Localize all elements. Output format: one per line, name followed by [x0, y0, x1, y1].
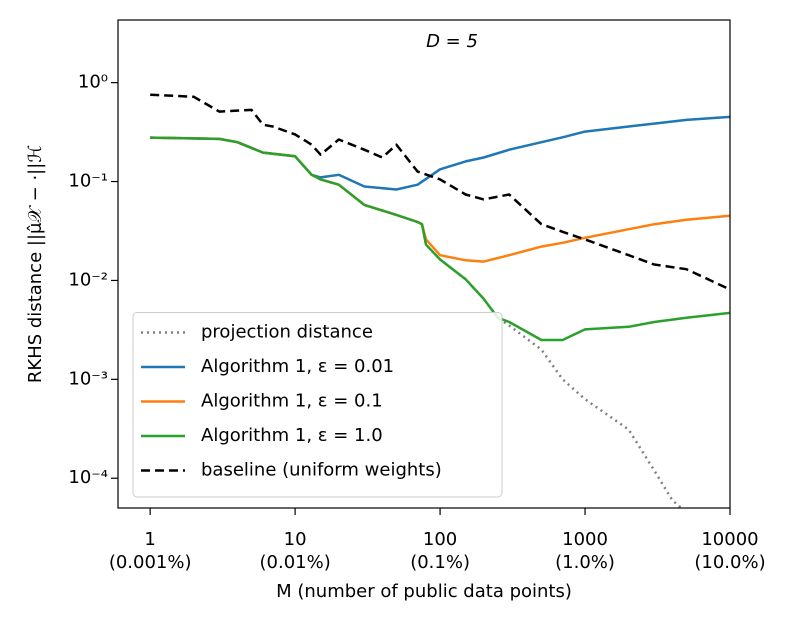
x-tick-label: 1 — [144, 529, 155, 550]
plot-frame — [117, 19, 731, 509]
legend-box — [132, 312, 503, 498]
legend-label: Algorithm 1, ε = 0.1 — [201, 391, 383, 412]
x-tick-sublabel: (0.1%) — [410, 552, 470, 573]
x-tick-label: 1000 — [562, 529, 608, 550]
x-tick-sublabel: (0.001%) — [109, 552, 192, 573]
x-tick-sublabel: (1.0%) — [555, 552, 615, 573]
x-tick-label: 10000 — [701, 529, 758, 550]
x-tick-label: 100 — [423, 529, 457, 550]
legend-label: Algorithm 1, ε = 1.0 — [201, 425, 383, 446]
y-tick-label: 10⁻⁴ — [68, 467, 108, 488]
y-tick-label: 10⁻¹ — [68, 171, 108, 192]
x-tick-sublabel: (0.01%) — [260, 552, 331, 573]
y-tick-label: 10⁻² — [68, 269, 108, 290]
legend-label: baseline (uniform weights) — [201, 460, 442, 481]
y-axis-label: RKHS distance ||μ̂𝒳 − ·||ℋ — [25, 145, 46, 383]
series-line — [150, 93, 730, 291]
x-tick-sublabel: (10.0%) — [694, 552, 765, 573]
x-axis-label: M (number of public data points) — [276, 581, 572, 602]
plot-lines — [150, 93, 730, 508]
legend-label: Algorithm 1, ε = 0.01 — [201, 356, 394, 377]
x-tick-label: 10 — [284, 529, 307, 550]
series-line — [150, 136, 730, 342]
annotation: D = 5 — [426, 31, 478, 52]
y-tick-label: 10⁰ — [78, 72, 108, 93]
y-tick-label: 10⁻³ — [68, 368, 108, 389]
legend-label: projection distance — [201, 322, 373, 343]
